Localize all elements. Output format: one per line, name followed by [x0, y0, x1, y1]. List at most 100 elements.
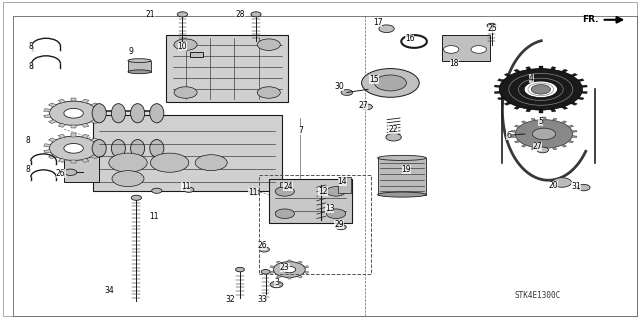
Text: 28: 28: [236, 10, 244, 19]
Bar: [442, 35, 490, 61]
Circle shape: [283, 266, 296, 273]
Polygon shape: [44, 109, 51, 112]
Polygon shape: [514, 69, 520, 73]
Polygon shape: [91, 120, 99, 123]
Circle shape: [250, 190, 260, 195]
Polygon shape: [58, 134, 66, 138]
Circle shape: [64, 108, 83, 118]
Polygon shape: [44, 150, 51, 153]
Circle shape: [326, 187, 346, 196]
Circle shape: [362, 69, 419, 97]
Polygon shape: [504, 73, 511, 77]
Text: 29: 29: [334, 220, 344, 229]
Text: 8: 8: [25, 136, 30, 145]
Polygon shape: [515, 125, 520, 128]
Polygon shape: [303, 266, 308, 268]
Polygon shape: [561, 121, 566, 124]
Polygon shape: [568, 125, 573, 128]
Polygon shape: [494, 85, 500, 87]
Bar: [190, 52, 203, 57]
Circle shape: [150, 153, 189, 172]
Text: 11: 11: [149, 212, 158, 221]
Circle shape: [257, 39, 280, 50]
Polygon shape: [288, 260, 291, 262]
Polygon shape: [58, 99, 66, 103]
Polygon shape: [44, 115, 51, 118]
Polygon shape: [96, 109, 104, 112]
Circle shape: [379, 25, 394, 33]
Circle shape: [177, 12, 188, 17]
Ellipse shape: [128, 59, 151, 63]
Polygon shape: [49, 120, 56, 123]
Polygon shape: [561, 106, 568, 109]
Polygon shape: [288, 277, 291, 279]
Circle shape: [195, 155, 227, 171]
Circle shape: [336, 225, 346, 230]
Text: 3: 3: [274, 278, 279, 287]
Circle shape: [531, 85, 550, 94]
Circle shape: [261, 270, 270, 274]
Polygon shape: [572, 130, 577, 132]
Ellipse shape: [378, 192, 426, 197]
Polygon shape: [568, 140, 573, 143]
Polygon shape: [511, 130, 516, 132]
Text: FR.: FR.: [582, 15, 598, 24]
Ellipse shape: [111, 104, 125, 123]
Polygon shape: [539, 66, 543, 69]
Polygon shape: [276, 275, 282, 278]
Text: 7: 7: [298, 126, 303, 135]
Polygon shape: [526, 67, 531, 70]
Text: 22: 22: [388, 125, 397, 134]
Circle shape: [552, 178, 572, 187]
Polygon shape: [552, 118, 557, 121]
Polygon shape: [526, 109, 531, 112]
Text: 4: 4: [529, 74, 534, 83]
Circle shape: [577, 184, 590, 191]
Polygon shape: [522, 144, 527, 147]
Circle shape: [537, 147, 548, 153]
Polygon shape: [297, 261, 302, 264]
Bar: [259, 175, 371, 274]
Polygon shape: [270, 271, 275, 273]
Polygon shape: [49, 138, 56, 142]
Text: 19: 19: [401, 165, 412, 174]
Bar: [64, 144, 99, 182]
Circle shape: [112, 171, 144, 187]
Text: 24: 24: [283, 182, 293, 191]
Circle shape: [273, 262, 305, 278]
Text: 9: 9: [129, 47, 134, 56]
Text: 16: 16: [404, 34, 415, 43]
Circle shape: [64, 169, 77, 175]
Polygon shape: [522, 121, 527, 124]
Ellipse shape: [131, 139, 145, 157]
Polygon shape: [44, 144, 51, 147]
Polygon shape: [552, 147, 557, 150]
Ellipse shape: [131, 104, 145, 123]
Polygon shape: [543, 117, 545, 120]
Ellipse shape: [128, 70, 151, 74]
Polygon shape: [511, 136, 516, 137]
Polygon shape: [550, 109, 556, 112]
Polygon shape: [515, 140, 520, 143]
Text: 26: 26: [56, 169, 66, 178]
Text: 8: 8: [25, 165, 30, 174]
Polygon shape: [561, 144, 566, 147]
Polygon shape: [49, 103, 56, 107]
Polygon shape: [71, 133, 76, 137]
Circle shape: [515, 120, 573, 148]
Circle shape: [532, 128, 556, 140]
Text: 27: 27: [532, 142, 543, 151]
Circle shape: [109, 153, 147, 172]
Text: 8: 8: [28, 42, 33, 51]
Polygon shape: [49, 155, 56, 159]
Polygon shape: [571, 73, 577, 77]
Text: 30: 30: [334, 82, 344, 91]
Bar: [128, 61, 151, 72]
Polygon shape: [581, 85, 588, 87]
Polygon shape: [497, 79, 504, 82]
Polygon shape: [71, 160, 76, 163]
Polygon shape: [58, 159, 66, 162]
Circle shape: [326, 209, 346, 219]
Ellipse shape: [92, 104, 106, 123]
Text: 27: 27: [358, 101, 368, 110]
